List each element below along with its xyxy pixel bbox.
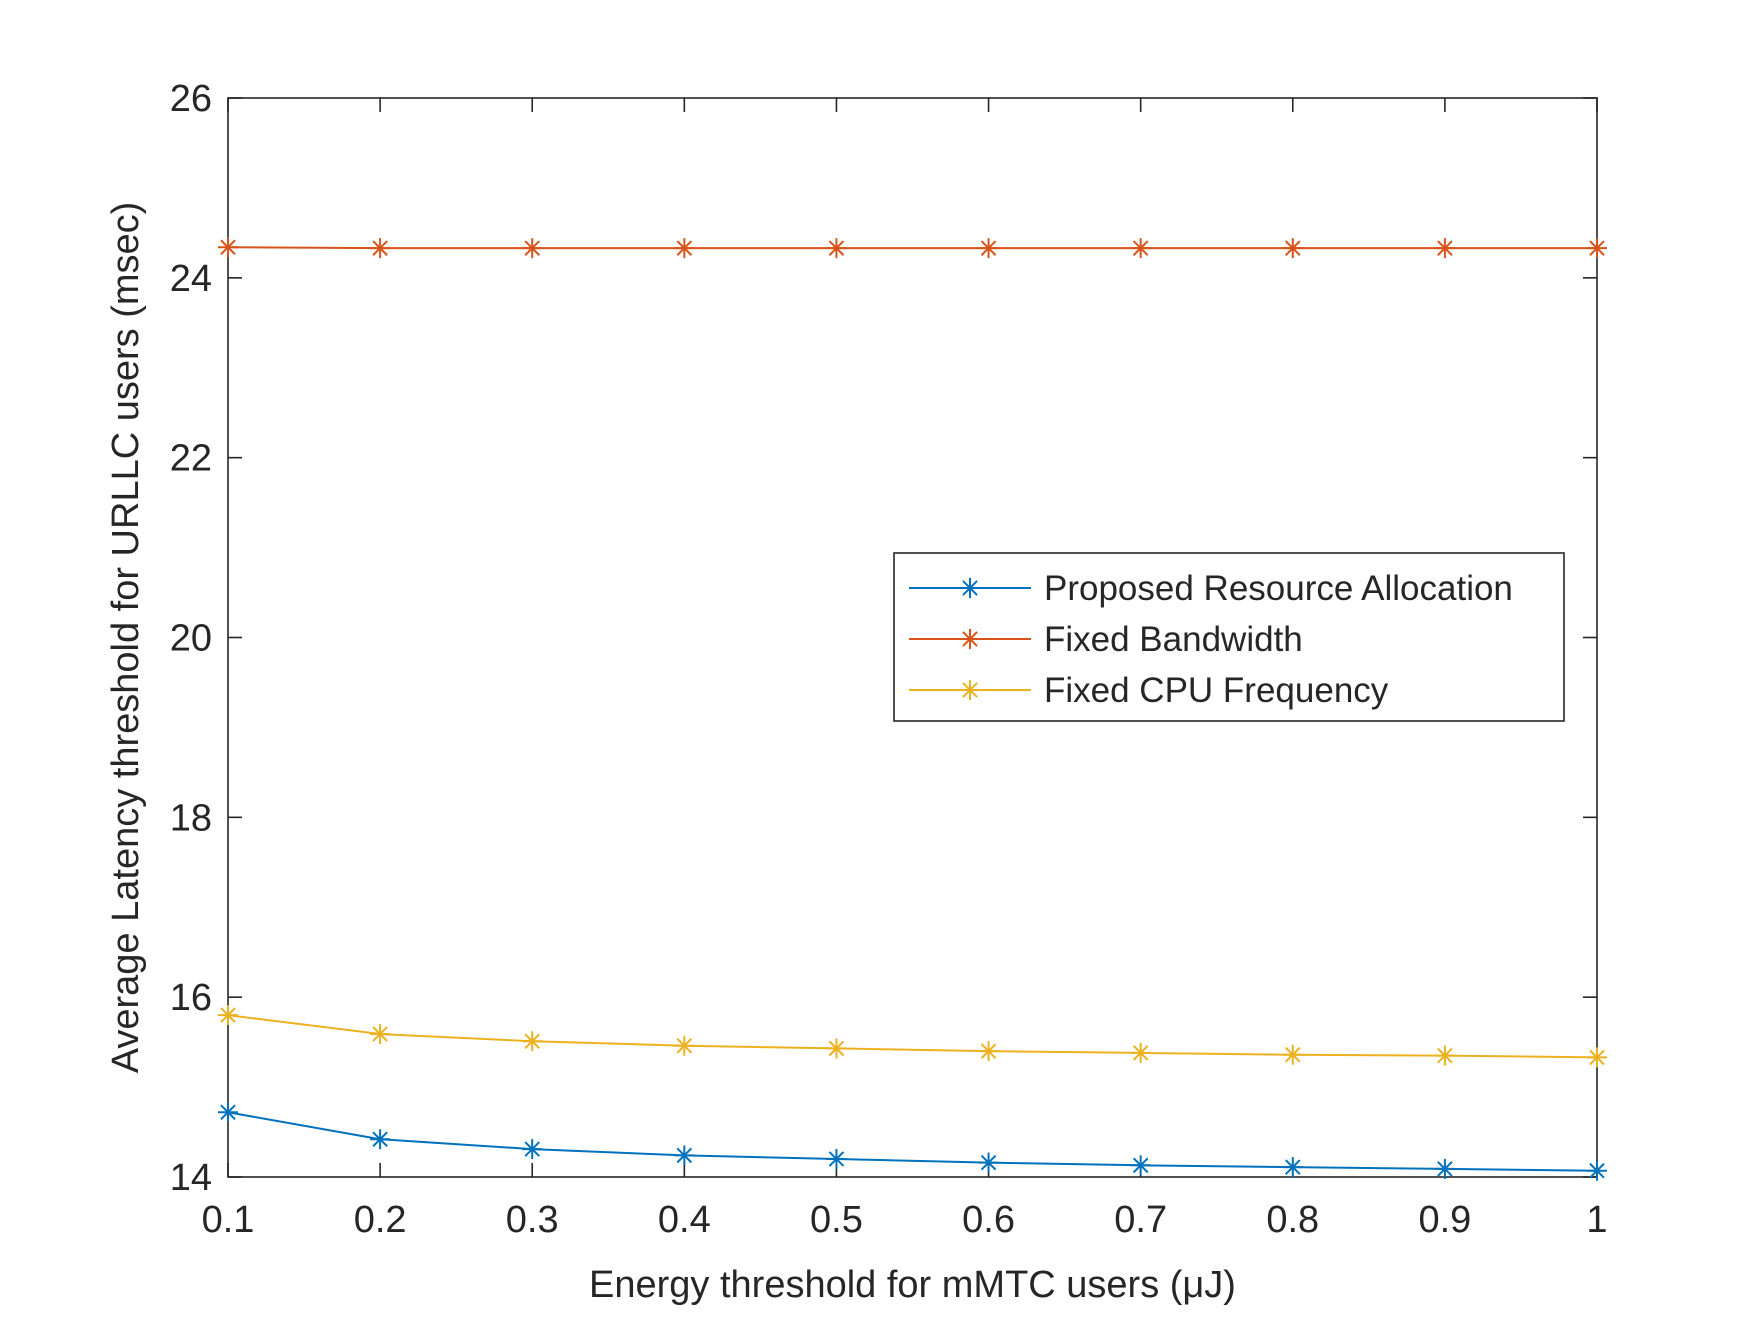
y-tick-label: 20: [170, 618, 212, 660]
data-point-marker: [1130, 238, 1151, 259]
series-layer: [218, 237, 1607, 1181]
data-point-marker: [370, 1024, 391, 1045]
data-point-marker: [826, 238, 847, 259]
legend-label: Fixed Bandwidth: [1044, 620, 1303, 659]
data-point-marker: [522, 238, 543, 259]
data-point-marker: [826, 1149, 847, 1170]
x-tick-label: 0.5: [810, 1199, 863, 1241]
x-tick-label: 0.1: [202, 1199, 255, 1241]
data-point-marker: [218, 1102, 238, 1123]
data-point-marker: [1587, 1160, 1607, 1181]
data-point-marker: [674, 238, 695, 259]
data-point-marker: [1434, 1158, 1455, 1179]
legend: Proposed Resource Allocation Fixed Bandwi…: [893, 552, 1565, 722]
axes: 0.1 0.2 0.3 0.4 0.5 0.6 0.7 0.8 0.9 1 14 16 18 20 22 24…: [170, 78, 1608, 1241]
legend-label: Fixed CPU Frequency: [1044, 671, 1389, 710]
data-point-marker: [522, 1031, 543, 1052]
data-point-marker: [1434, 238, 1455, 259]
y-axis-title: Average Latency threshold for URLLC user…: [105, 202, 147, 1074]
data-point-marker: [978, 238, 999, 259]
data-point-marker: [1282, 238, 1303, 259]
legend-box: [893, 552, 1565, 722]
x-tick-label: 0.6: [962, 1199, 1015, 1241]
data-point-marker: [1282, 1044, 1303, 1065]
data-point-marker: [978, 1041, 999, 1062]
legend-marker: [960, 629, 980, 649]
data-point-marker: [1130, 1042, 1151, 1063]
x-tick-label: 0.7: [1114, 1199, 1167, 1241]
series-line: [227, 1111, 1598, 1172]
legend-marker: [960, 680, 980, 700]
data-point-marker: [370, 1129, 391, 1150]
legend-item: Proposed Resource Allocation: [909, 569, 1513, 608]
legend-label: Proposed Resource Allocation: [1044, 569, 1513, 608]
y-tick-label: 22: [170, 438, 212, 480]
data-point-marker: [218, 237, 238, 258]
data-point-marker: [826, 1038, 847, 1059]
data-point-marker: [1587, 1047, 1607, 1068]
data-point-marker: [1434, 1045, 1455, 1066]
series-3: [218, 1005, 1607, 1068]
y-tick-label: 14: [170, 1157, 212, 1199]
data-point-marker: [1587, 238, 1607, 259]
y-tick-label: 18: [170, 797, 212, 839]
data-point-marker: [218, 1005, 238, 1026]
data-point-marker: [1130, 1155, 1151, 1176]
y-tick-label: 26: [170, 78, 212, 120]
series-2: [218, 237, 1607, 259]
legend-marker: [960, 578, 980, 598]
data-point-marker: [674, 1145, 695, 1166]
series-line: [227, 246, 1597, 250]
x-tick-label: 0.3: [506, 1199, 559, 1241]
x-tick-label: 0.2: [354, 1199, 407, 1241]
x-axis-title: Energy threshold for mMTC users (μJ): [589, 1264, 1236, 1306]
series-line: [227, 1014, 1598, 1059]
x-tick-label: 0.4: [658, 1199, 711, 1241]
x-tick-label: 0.8: [1266, 1199, 1319, 1241]
x-tick-label: 1: [1586, 1199, 1607, 1241]
legend-item: Fixed CPU Frequency: [909, 671, 1389, 710]
data-point-marker: [522, 1139, 543, 1160]
y-tick-label: 24: [170, 258, 212, 300]
legend-item: Fixed Bandwidth: [909, 620, 1303, 659]
data-point-marker: [1282, 1157, 1303, 1178]
data-point-marker: [674, 1035, 695, 1056]
series-1: [218, 1102, 1607, 1181]
x-tick-label: 0.9: [1418, 1199, 1471, 1241]
data-point-marker: [370, 238, 391, 259]
data-point-marker: [978, 1152, 999, 1173]
y-tick-label: 16: [170, 977, 212, 1019]
